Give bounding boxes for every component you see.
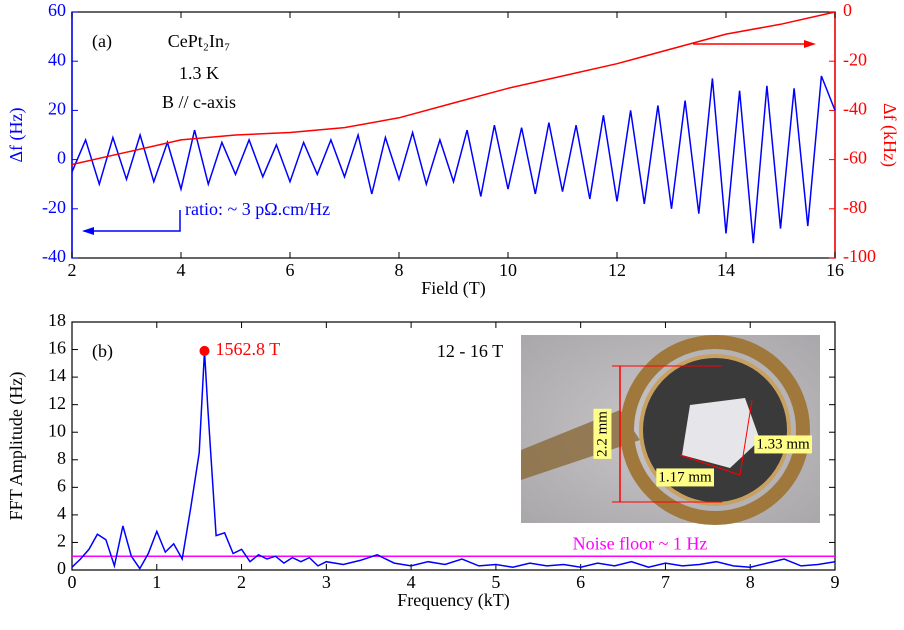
x-tick-label: 9 bbox=[831, 572, 840, 592]
y-tick-label: 12 bbox=[48, 393, 66, 413]
x-tick-label: 7 bbox=[661, 572, 670, 592]
annotation: 1.3 K bbox=[179, 63, 219, 83]
annotation: B // c-axis bbox=[162, 92, 236, 112]
x-tick-label: 2 bbox=[237, 572, 246, 592]
inset-photo bbox=[521, 335, 820, 525]
y-tick-label: 2 bbox=[57, 531, 66, 551]
x-tick-label: 5 bbox=[491, 572, 500, 592]
y-tick-label: -40 bbox=[42, 246, 66, 266]
plot-frame bbox=[71, 321, 836, 571]
peak-marker bbox=[199, 345, 210, 356]
x-tick-label: 1 bbox=[152, 572, 161, 592]
peak-label: 1562.8 T bbox=[215, 339, 280, 359]
x-tick-label: 16 bbox=[826, 260, 844, 280]
x-tick-label: 14 bbox=[717, 260, 735, 280]
data-line bbox=[71, 350, 836, 571]
x-tick-label: 6 bbox=[286, 260, 295, 280]
data-line bbox=[71, 11, 836, 166]
x-tick-label: 12 bbox=[608, 260, 626, 280]
x-tick-label: 4 bbox=[407, 572, 416, 592]
arrows bbox=[82, 40, 816, 235]
annotation: 12 - 16 T bbox=[437, 341, 503, 361]
x-tick-label: 6 bbox=[576, 572, 585, 592]
y-tick-label: 10 bbox=[48, 420, 66, 440]
y2-tick-label: -40 bbox=[843, 99, 867, 119]
y2-tick-label: -60 bbox=[843, 148, 867, 168]
y2-tick-label: -100 bbox=[843, 246, 876, 266]
x-tick-label: 8 bbox=[746, 572, 755, 592]
annotation: (b) bbox=[92, 341, 113, 362]
y-tick-label: 4 bbox=[57, 503, 66, 523]
x-tick-label: 3 bbox=[322, 572, 331, 592]
annotation: (a) bbox=[92, 31, 112, 52]
y2-tick-label: -20 bbox=[843, 49, 867, 69]
inset-label-box bbox=[754, 435, 812, 454]
y-tick-label: 6 bbox=[57, 475, 66, 495]
y-tick-label: 18 bbox=[48, 310, 66, 330]
x-tick-label: 4 bbox=[177, 260, 186, 280]
y2-axis-label: Δf (kHz) bbox=[879, 103, 900, 167]
y-tick-label: 16 bbox=[48, 338, 66, 358]
y-tick-label: 0 bbox=[57, 148, 66, 168]
y-tick-label: 20 bbox=[48, 99, 66, 119]
y-tick-label: 40 bbox=[48, 49, 66, 69]
y-tick-label: -20 bbox=[42, 197, 66, 217]
y-axis-label: FFT Amplitude (Hz) bbox=[6, 372, 27, 521]
x-axis-label: Frequency (kT) bbox=[397, 590, 509, 611]
inset-label-box bbox=[656, 468, 714, 487]
inset-label: 1.17 mm bbox=[658, 469, 712, 485]
y2-tick-label: -80 bbox=[843, 197, 867, 217]
annotation: ratio: ~ 3 pΩ.cm/Hz bbox=[185, 199, 330, 219]
y-axis-label: Δf (Hz) bbox=[6, 107, 27, 162]
y-tick-label: 60 bbox=[48, 0, 66, 20]
y-tick-label: 8 bbox=[57, 448, 66, 468]
inset-label: 1.33 mm bbox=[756, 436, 810, 452]
inset-label-box bbox=[593, 408, 612, 459]
y2-tick-label: 0 bbox=[843, 0, 852, 20]
x-axis-label: Field (T) bbox=[421, 278, 486, 299]
x-tick-label: 10 bbox=[499, 260, 517, 280]
x-tick-label: 2 bbox=[68, 260, 77, 280]
y-tick-label: 0 bbox=[57, 558, 66, 578]
noise-floor-label: Noise floor ~ 1 Hz bbox=[573, 533, 708, 553]
annotation: CePt₂In₇ bbox=[168, 31, 231, 51]
x-tick-label: 0 bbox=[68, 572, 77, 592]
data-line bbox=[71, 75, 836, 244]
inset-label: 2.2 mm bbox=[594, 411, 610, 457]
x-tick-label: 8 bbox=[395, 260, 404, 280]
y-tick-label: 14 bbox=[48, 365, 66, 385]
